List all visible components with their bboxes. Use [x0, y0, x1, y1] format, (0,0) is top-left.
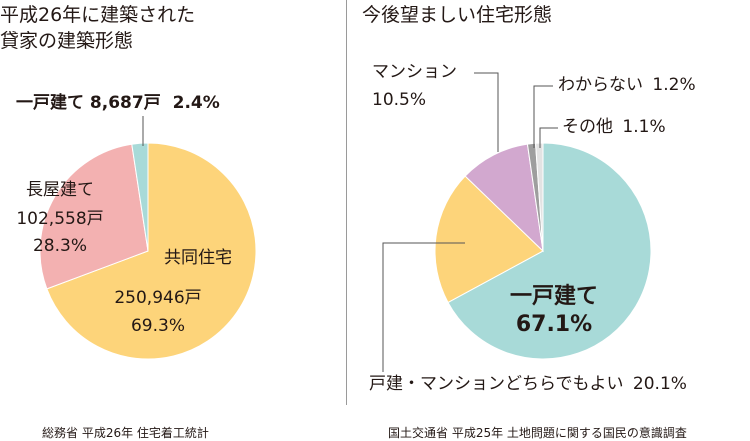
chart1-detached-count: 8,687戸	[89, 93, 161, 113]
chart2-source: 国土交通省 平成25年 土地問題に関する国民の意識調査	[388, 426, 687, 440]
chart2-either-percent: 20.1%	[632, 374, 687, 394]
chart1-label-rowhouse-percent: 28.3%	[32, 236, 88, 256]
chart2-label-unknown: わからない 1.2%	[558, 77, 696, 94]
chart1-label-rowhouse-count: 102,558戸	[16, 209, 104, 229]
chart2-label-either: 戸建・マンションどちらでもよい 20.1%	[369, 376, 687, 393]
chart1-detached-percent: 2.4%	[172, 93, 220, 113]
chart2-slice-4	[535, 142, 544, 252]
chart1-source: 総務省 平成26年 住宅着工統計	[42, 426, 209, 440]
chart2-label-mansion-percent: 10.5%	[372, 90, 427, 110]
chart2-title: 今後望ましい住宅形態	[362, 4, 553, 26]
chart2-other-name: その他	[562, 117, 613, 137]
chart1-title-line1: 平成26年に建築された	[0, 4, 196, 26]
leader-lines	[142, 72, 558, 372]
pie-chart-preferred-housing	[434, 142, 652, 360]
chart2-slice-2	[464, 143, 544, 253]
chart1-slice-1	[39, 143, 149, 290]
chart2-unknown-name: わからない	[558, 75, 643, 95]
chart1-label-detached: 一戸建て 8,687戸 2.4%	[16, 95, 220, 112]
chart2-slice-1	[434, 175, 544, 304]
leader-line-mansion	[474, 72, 499, 152]
chart1-slice-0	[46, 142, 257, 360]
chart1-slice-2	[131, 142, 149, 252]
chart2-other-percent: 1.1%	[622, 117, 666, 137]
chart-divider	[346, 0, 347, 405]
chart1-label-apartment-percent: 69.3%	[130, 316, 186, 336]
chart1-label-apartment-count: 250,946戸	[114, 288, 202, 308]
chart2-label-detached-name: 一戸建て	[509, 284, 599, 309]
chart1-label-apartment-name: 共同住宅	[164, 248, 232, 268]
pie-chart-rental-housing	[39, 142, 257, 360]
chart2-either-name: 戸建・マンションどちらでもよい	[369, 374, 624, 394]
chart2-label-mansion-name: マンション	[372, 62, 457, 82]
chart2-label-detached-percent: 67.1%	[515, 312, 593, 337]
chart1-label-rowhouse-name: 長屋建て	[26, 180, 94, 200]
chart1-detached-name: 一戸建て	[16, 93, 84, 113]
chart1-title-line2: 貸家の建築形態	[0, 30, 134, 52]
chart2-unknown-percent: 1.2%	[652, 75, 696, 95]
chart2-slice-0	[447, 142, 652, 360]
leader-line-unknown	[533, 85, 553, 148]
leader-line-either	[382, 242, 465, 372]
chart2-label-other: その他 1.1%	[562, 119, 666, 136]
leader-line-other	[539, 127, 558, 148]
